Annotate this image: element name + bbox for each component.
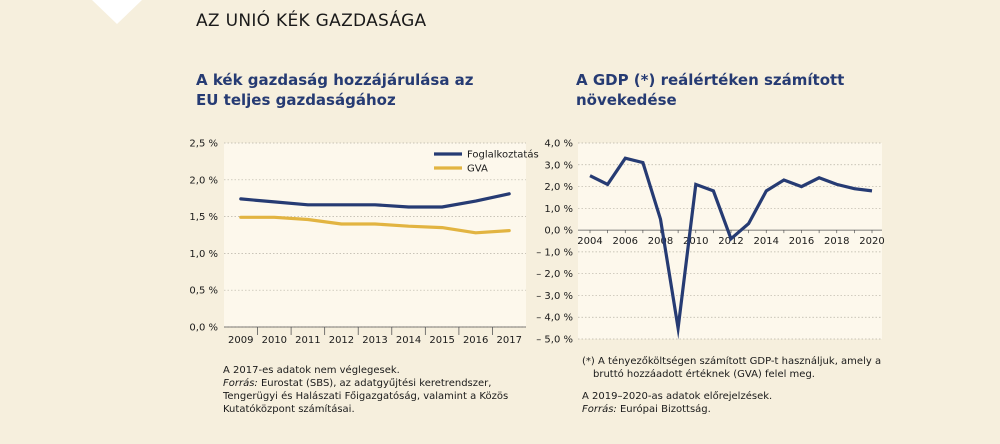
right-x-tick-label: 2008 xyxy=(648,236,673,247)
page-title: AZ UNIÓ KÉK GAZDASÁGA xyxy=(196,11,427,31)
right-chart-title: A GDP (*) reálértéken számított növekedé… xyxy=(576,70,876,110)
left-chart-title: A kék gazdaság hozzájárulása az EU telje… xyxy=(196,70,496,110)
left-note-provisional: A 2017-es adatok nem véglegesek. xyxy=(223,365,400,376)
right-y-tick-label: 2,0 % xyxy=(544,182,573,193)
left-y-tick-label: 2,5 % xyxy=(189,139,218,150)
right-note-forecast: A 2019–2020-as adatok előrejelzések. xyxy=(582,391,773,402)
right-series-line xyxy=(589,156,873,340)
left-chart-title-line2: EU teljes gazdaságához xyxy=(196,91,396,109)
left-y-tick-label: 1,0 % xyxy=(189,249,218,260)
left-plot-area xyxy=(224,143,526,327)
left-x-tick-label: 2013 xyxy=(362,335,387,346)
left-y-tick-label: 0,5 % xyxy=(189,286,218,297)
right-footnote-line1: (*) A tényezőköltségen számított GDP-t h… xyxy=(582,356,882,367)
right-x-tick-label: 2010 xyxy=(683,236,708,247)
right-x-tick-label: 2006 xyxy=(613,236,638,247)
left-x-tick-label: 2012 xyxy=(329,335,354,346)
left-x-tick-label: 2017 xyxy=(496,335,521,346)
left-x-tick-label: 2009 xyxy=(228,335,253,346)
right-x-tick-label: 2018 xyxy=(824,236,849,247)
left-y-tick-label: 2,0 % xyxy=(189,175,218,186)
left-y-tick-label: 0,0 % xyxy=(189,323,218,334)
right-footnote-line2: bruttó hozzáadott értéknek (GVA) felel m… xyxy=(593,369,815,380)
right-x-tick-label: 2014 xyxy=(754,236,779,247)
right-y-tick-label: 0,0 % xyxy=(544,226,573,237)
left-series-line-1 xyxy=(239,192,511,209)
left-source-text: Eurostat (SBS), az adatgyűjtési keretren… xyxy=(257,378,492,389)
right-y-tick-label: – 1,0 % xyxy=(536,247,573,258)
right-y-tick-label: – 3,0 % xyxy=(536,291,573,302)
left-chart-title-line1: A kék gazdaság hozzájárulása az xyxy=(196,71,474,89)
left-x-tick-label: 2015 xyxy=(429,335,454,346)
left-x-tick-label: 2011 xyxy=(295,335,320,346)
right-y-tick-label: – 5,0 % xyxy=(536,335,573,346)
left-legend-label-1: Foglalkoztatás xyxy=(467,149,539,161)
left-x-tick-label: 2016 xyxy=(463,335,488,346)
left-chart-notes: A 2017-es adatok nem véglegesek. Forrás:… xyxy=(223,364,523,416)
right-x-tick-label: 2016 xyxy=(789,236,814,247)
right-chart-title-line2: növekedése xyxy=(576,91,677,109)
right-y-tick-label: 1,0 % xyxy=(544,204,573,215)
right-y-tick-label: 4,0 % xyxy=(544,139,573,150)
left-note-source-cont1: Tengerügyi és Halászati Főigazgatóság, v… xyxy=(223,391,509,402)
right-chart-notes: (*) A tényezőköltségen számított GDP-t h… xyxy=(582,355,892,416)
right-x-tick-label: 2020 xyxy=(859,236,884,247)
left-note-source-cont2: Kutatóközpont számításai. xyxy=(223,404,355,415)
left-series-line-2 xyxy=(239,215,511,235)
left-legend-label-2: GVA xyxy=(467,164,488,175)
right-x-tick-label: 2004 xyxy=(577,236,602,247)
corner-notch xyxy=(92,0,142,24)
right-y-tick-label: – 2,0 % xyxy=(536,269,573,280)
right-source-text: Európai Bizottság. xyxy=(616,404,711,415)
left-note-source: Forrás: Eurostat (SBS), az adatgyűjtési … xyxy=(223,377,523,390)
left-x-tick-label: 2014 xyxy=(396,335,421,346)
right-plot-area xyxy=(578,143,882,339)
left-source-label: Forrás: xyxy=(223,378,258,389)
right-source-label: Forrás: xyxy=(582,404,617,415)
right-x-tick-label: 2012 xyxy=(718,236,743,247)
right-y-tick-label: – 4,0 % xyxy=(536,313,573,324)
right-note-source: Forrás: Európai Bizottság. xyxy=(582,403,892,416)
left-x-tick-label: 2010 xyxy=(262,335,287,346)
left-y-tick-label: 1,5 % xyxy=(189,212,218,223)
right-chart-title-line1: A GDP (*) reálértéken számított xyxy=(576,71,845,89)
right-y-tick-label: 3,0 % xyxy=(544,160,573,171)
